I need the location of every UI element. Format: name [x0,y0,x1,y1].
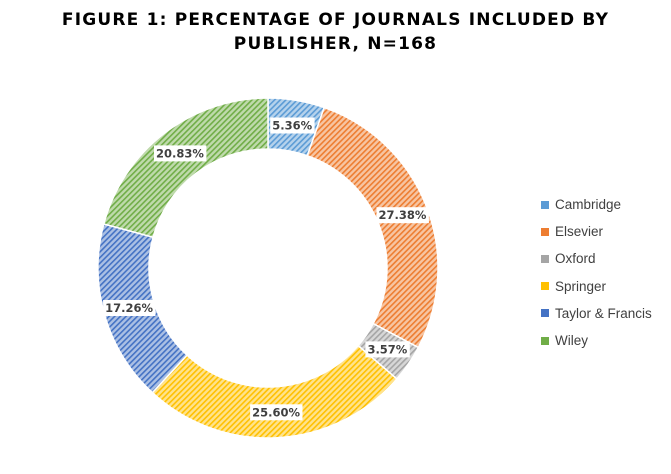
legend-label-oxford: Oxford [555,251,596,267]
legend-item-elsevier: Elsevier [541,218,652,245]
data-label-taylor-and-francis: 17.26% [105,301,153,315]
slice-elsevier [306,106,439,349]
data-label-oxford: 3.57% [367,342,407,356]
data-label-bg-cambridge [270,117,315,134]
data-label-bg-elsevier [376,207,429,224]
legend-swatch-taylor-and-francis [541,309,549,318]
data-label-springer: 25.60% [252,405,300,419]
slices-layer [97,97,439,439]
chart-title-line-2: PUBLISHER, N=168 [233,34,438,54]
data-label-bg-wiley [154,145,207,162]
legend-label-taylor-and-francis: Taylor & Francis [555,305,652,321]
legend-swatch-oxford [541,254,549,263]
legend-swatch-elsevier [541,227,549,236]
data-label-bg-oxford [365,341,410,358]
data-label-wiley: 20.83% [156,146,204,160]
chart-legend: Cambridge Elsevier Oxford Springer Taylor & … [541,191,652,354]
legend-swatch-springer [541,282,549,291]
slice-wiley [102,97,269,239]
legend-label-cambridge: Cambridge [555,197,622,213]
chart-title-line-1: FIGURE 1: PERCENTAGE OF JOURNALS INCLUDE… [61,10,610,30]
data-label-bg-springer [250,404,303,421]
legend-item-cambridge: Cambridge [541,191,652,218]
chart-title: FIGURE 1: PERCENTAGE OF JOURNALS INCLUDE… [0,8,671,56]
data-labels-layer: 5.36% 27.38% 3.57% 25.60% 17.26% 20.83% [103,117,429,421]
legend-swatch-cambridge [541,200,549,209]
data-label-bg-taylor-and-francis [103,300,156,316]
legend-label-elsevier: Elsevier [555,224,604,240]
legend-item-springer: Springer [541,273,652,300]
legend-item-oxford: Oxford [541,245,652,272]
legend-label-wiley: Wiley [555,333,588,349]
data-label-cambridge: 5.36% [272,119,312,133]
slice-springer [151,344,398,439]
legend-swatch-wiley [541,336,549,345]
data-label-elsevier: 27.38% [379,208,427,222]
legend-item-taylor-and-francis: Taylor & Francis [541,300,652,327]
legend-item-wiley: Wiley [541,327,652,354]
legend-label-springer: Springer [555,278,607,294]
